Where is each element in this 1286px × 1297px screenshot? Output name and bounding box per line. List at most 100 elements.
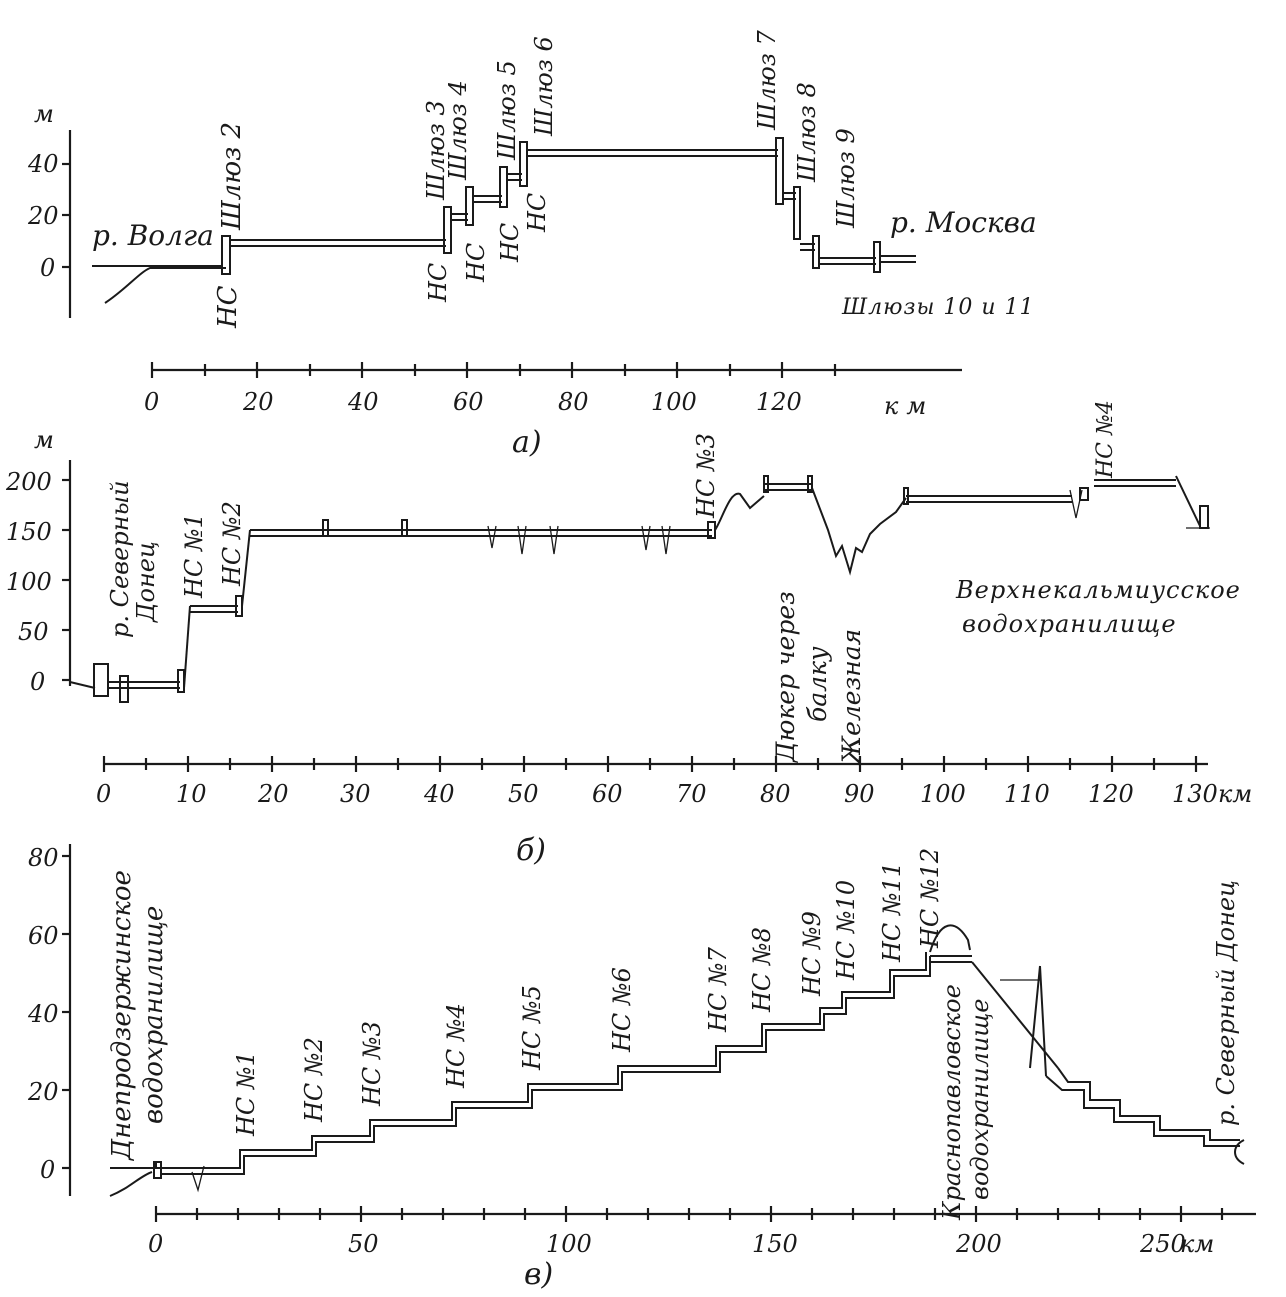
panel-a-label-lock-9: Шлюз 9 — [832, 128, 860, 229]
panel-c-label-ps-9: НС №9 — [798, 911, 826, 997]
panel-a-y-tick: 40 — [27, 150, 59, 178]
panel-c-y-tick: 40 — [27, 1000, 59, 1028]
panel-a-label-lock-8: Шлюз 8 — [793, 82, 821, 183]
panel-b-caption: б) — [516, 833, 546, 868]
panel-a-terrain — [104, 267, 226, 304]
panel-c-label-ps-12: НС №12 — [916, 848, 944, 949]
panel-b-ps-2 — [235, 595, 243, 617]
panel-c-descent-upper — [1057, 1067, 1240, 1141]
panel-a-label-lock-2: Шлюз 2 — [217, 122, 247, 231]
panel-a-lock-3 — [443, 206, 452, 254]
panel-b-label-duker-3: Железная — [837, 629, 866, 766]
panel-c-caption: в) — [524, 1257, 553, 1292]
panel-c-canal-upper — [110, 952, 927, 1169]
panel-a-x-tick: 100 — [651, 388, 697, 416]
panel-c-y-tick: 0 — [40, 1156, 55, 1184]
panel-a-label-ps-1: НС — [213, 285, 243, 329]
panel-b-x-tick: 20 — [257, 780, 289, 808]
panel-a-x-tick: 60 — [453, 388, 484, 416]
panel-a: м 40 20 0 — [27, 29, 1037, 460]
panel-c-x-tick: 100 — [546, 1230, 592, 1258]
panel-c-x-tick: 250 — [1139, 1230, 1186, 1258]
panel-a-label-locks-10-11: Шлюзы 10 и 11 — [841, 295, 1035, 320]
panel-c-x-tick: 150 — [752, 1230, 798, 1258]
panel-b-x-tick: 10 — [176, 780, 207, 808]
panel-c-x-tick: 50 — [348, 1230, 379, 1258]
panel-b-y-tick: 200 — [5, 468, 52, 496]
panel-b-label-ps-4: НС №4 — [1093, 400, 1118, 479]
panel-b-x-tick: 50 — [508, 780, 539, 808]
panel-c-label-ps-11: НС №11 — [878, 862, 906, 963]
panel-b-label-reservoir-1: Верхнекальмиусское — [955, 576, 1241, 604]
panel-a-locks-10-11 — [873, 241, 881, 273]
panel-c-label-ps-2: НС №2 — [300, 1037, 328, 1123]
panel-b-y-unit: м — [34, 426, 54, 454]
panel-a-label-lock-7: Шлюз 7 — [753, 29, 781, 131]
panel-a-lock-6 — [519, 141, 528, 187]
panel-c-x-ticks — [154, 1206, 1224, 1222]
panel-b: м 200 150 100 50 0 — [5, 400, 1252, 868]
panel-a-caption: а) — [512, 425, 542, 460]
panel-c-y-tick: 80 — [28, 844, 59, 872]
panel-a-x-unit: км — [884, 392, 934, 420]
panel-b-x-tick: 30 — [340, 780, 371, 808]
panel-a-lock-4 — [465, 186, 474, 226]
panel-b-label-ps-1: НС №1 — [180, 513, 208, 599]
panel-b-label-ps-2: НС №2 — [218, 501, 246, 587]
panel-a-label-lock-4: Шлюз 4 — [444, 80, 472, 181]
panel-b-label-donets-1: р. Северный — [106, 480, 134, 638]
panel-c-x-tick: 0 — [148, 1230, 163, 1258]
panel-b-x-tick: 40 — [423, 780, 455, 808]
panel-b-x-tick: 90 — [844, 780, 875, 808]
panel-b-y-tick: 100 — [6, 568, 52, 596]
panel-c-label-krasno-1: Краснопавловское — [938, 984, 966, 1221]
panel-b-y-tick: 0 — [30, 668, 45, 696]
panel-c-label-ps-10: НС №10 — [832, 880, 860, 981]
panel-b-x-tick: 110 — [1004, 780, 1050, 808]
panel-b-x-unit: км — [1218, 780, 1252, 808]
panel-c-descent-lower — [1045, 1075, 1240, 1147]
panel-c-label-ps-4: НС №4 — [442, 1003, 470, 1089]
panel-a-label-ps-4: НС — [496, 223, 524, 263]
panel-a-lock-5 — [499, 166, 508, 208]
panel-b-label-duker-2: балку — [803, 646, 832, 722]
panel-a-label-moskva: р. Москва — [890, 206, 1037, 239]
panel-c-y-tick: 20 — [27, 1078, 59, 1106]
panel-b-x-tick: 0 — [96, 780, 111, 808]
panel-b-x-tick: 120 — [1088, 780, 1134, 808]
panel-b-duker — [811, 487, 907, 576]
panel-b-label-reservoir-2: водохранилище — [962, 610, 1177, 638]
panel-a-x-tick: 40 — [347, 388, 379, 416]
panel-c-label-ps-1: НС №1 — [232, 1051, 260, 1137]
panel-c-label-ps-3: НС №3 — [358, 1021, 386, 1107]
panel-c-label-dnepr-1: Днепродзержинское — [107, 870, 137, 1161]
panel-a-label-volga: р. Волга — [92, 219, 214, 252]
panel-c-x-unit: км — [1180, 1230, 1214, 1258]
panel-c-label-donets: р. Северный Донец — [1212, 880, 1240, 1126]
panel-b-x-tick: 70 — [676, 780, 707, 808]
panel-a-label-ps-5: НС — [523, 193, 551, 233]
panel-b-intake — [93, 663, 109, 697]
panel-b-x-tick: 80 — [760, 780, 791, 808]
panel-a-y-tick: 20 — [27, 202, 59, 230]
panel-a-lock-8 — [793, 186, 801, 240]
panel-a-x-tick: 0 — [144, 388, 159, 416]
panel-a-x-tick: 80 — [558, 388, 589, 416]
panel-b-x-tick: 60 — [592, 780, 623, 808]
panel-c-label-ps-6: НС №6 — [608, 967, 636, 1053]
panel-b-x-ticks — [102, 756, 1198, 772]
panel-b-ps-4 — [1079, 487, 1089, 501]
panel-a-x-tick: 120 — [756, 388, 802, 416]
panel-b-x-tick: 100 — [920, 780, 966, 808]
panel-b-y-tick: 150 — [6, 518, 52, 546]
panel-c-label-krasno-2: водохранилище — [966, 998, 994, 1200]
panel-a-lock-9 — [812, 235, 820, 269]
panel-b-label-ps-3: НС №3 — [692, 433, 720, 519]
panel-c: 80 60 40 20 0 Днепродзержинское водохран… — [27, 844, 1256, 1292]
panel-a-label-lock-5: Шлюз 5 — [493, 60, 521, 161]
panel-a-label-ps-3: НС — [462, 243, 490, 283]
panel-a-x-ticks — [150, 362, 837, 378]
panel-c-label-ps-5: НС №5 — [518, 985, 546, 1071]
panel-b-x-tick: 130 — [1172, 780, 1218, 808]
